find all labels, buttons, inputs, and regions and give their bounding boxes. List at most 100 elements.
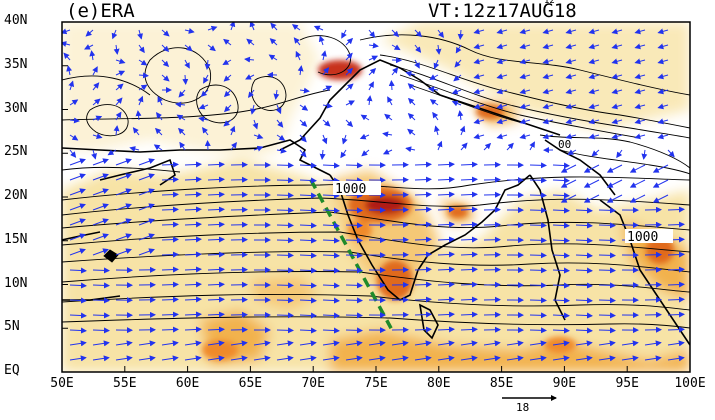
wind-vector — [207, 191, 225, 198]
wind-vector — [437, 281, 455, 288]
wind-vector — [460, 236, 478, 243]
wind-vector — [542, 58, 554, 65]
wind-vector — [565, 133, 577, 140]
wind-vector — [368, 355, 386, 362]
wind-vector — [460, 281, 478, 288]
wind-vector — [115, 58, 126, 65]
wind-vector — [184, 236, 202, 243]
wind-vector — [519, 28, 531, 35]
wind-vector — [611, 73, 623, 80]
wind-vector — [89, 50, 96, 61]
wind-vector — [560, 164, 577, 173]
wind-vector — [414, 236, 432, 243]
wind-vector — [460, 191, 478, 198]
wind-vector — [575, 282, 593, 289]
wind-vector — [529, 222, 547, 229]
wind-vector — [63, 52, 71, 61]
wind-vector — [299, 104, 309, 111]
wind-vector — [184, 221, 202, 228]
wind-vector — [542, 88, 554, 95]
wind-vector — [414, 355, 432, 362]
wind-vector — [161, 44, 170, 53]
wind-vector — [667, 206, 685, 213]
wind-vector — [111, 29, 118, 40]
wind-vector — [542, 43, 554, 50]
wind-vector — [575, 327, 593, 334]
wind-vector — [519, 88, 531, 95]
wind-vector — [634, 73, 646, 80]
wind-vector — [565, 73, 577, 80]
wind-vector — [322, 340, 340, 347]
wind-vector — [161, 266, 179, 273]
valid-time: VT:12z17AUG18 — [428, 0, 577, 22]
wind-vector — [207, 251, 225, 258]
wind-vector — [529, 177, 547, 184]
wind-vector — [667, 311, 685, 318]
wind-vector — [388, 80, 395, 91]
wind-vector — [207, 340, 225, 347]
wind-vector — [667, 251, 685, 258]
wind-vector — [230, 340, 248, 347]
wind-vector — [611, 133, 623, 140]
wind-vector — [529, 297, 547, 304]
wind-vector — [161, 236, 179, 243]
wind-vector — [322, 207, 340, 214]
wind-vector — [657, 103, 669, 110]
wind-vector — [345, 177, 363, 184]
wind-vector — [69, 117, 80, 124]
wind-vector — [368, 67, 377, 76]
wind-vector — [198, 103, 209, 110]
wind-vector — [299, 87, 310, 94]
wind-vector — [552, 162, 570, 169]
wind-vector — [92, 158, 109, 166]
wind-vector — [460, 311, 478, 318]
wind-vector — [207, 266, 225, 273]
wind-vector — [322, 119, 331, 127]
lat-label: 40N — [4, 13, 28, 28]
contour-label-box-1 — [333, 181, 381, 195]
wind-vector — [496, 28, 508, 35]
lat-label: 25N — [4, 144, 28, 160]
wind-vector — [275, 104, 282, 115]
wind-vector — [313, 25, 324, 32]
wind-vector — [506, 142, 514, 151]
wind-vector — [542, 73, 554, 80]
lat-label: 35N — [4, 56, 28, 72]
lat-label: 15N — [4, 231, 28, 247]
wind-vector — [506, 340, 524, 347]
wind-vector — [652, 164, 669, 173]
wind-vector — [138, 355, 156, 362]
wind-vector — [184, 59, 190, 69]
wind-vector — [299, 237, 317, 244]
wind-vector — [629, 164, 646, 173]
wind-vector — [657, 133, 669, 140]
wind-vector — [542, 118, 554, 125]
wind-vector — [154, 127, 163, 136]
wind-vector — [598, 340, 616, 347]
wind-vector — [552, 252, 570, 259]
wind-vector — [224, 104, 232, 113]
wind-vector — [245, 74, 255, 80]
wind-vector — [299, 134, 307, 143]
wind-vector — [460, 340, 478, 347]
wind-vector — [276, 147, 287, 154]
wind-vector — [92, 297, 110, 304]
wind-vector — [299, 297, 317, 304]
wind-vector — [223, 119, 232, 127]
wind-vector — [345, 67, 354, 76]
wind-vector — [519, 118, 531, 125]
wind-vector — [322, 177, 340, 184]
wind-vector — [652, 179, 669, 188]
lon-label: 95E — [615, 376, 639, 391]
wind-vector — [115, 248, 132, 256]
reference-vector-label: 18 — [516, 401, 530, 414]
wind-vector — [345, 312, 363, 319]
wind-vector — [428, 86, 439, 93]
wind-vector — [161, 221, 179, 228]
wind-vector — [62, 28, 71, 35]
wind-vector — [184, 355, 202, 362]
wind-vector — [341, 134, 348, 145]
wind-vector — [129, 146, 140, 152]
wind-vector — [92, 218, 109, 226]
wind-vector — [69, 158, 86, 166]
